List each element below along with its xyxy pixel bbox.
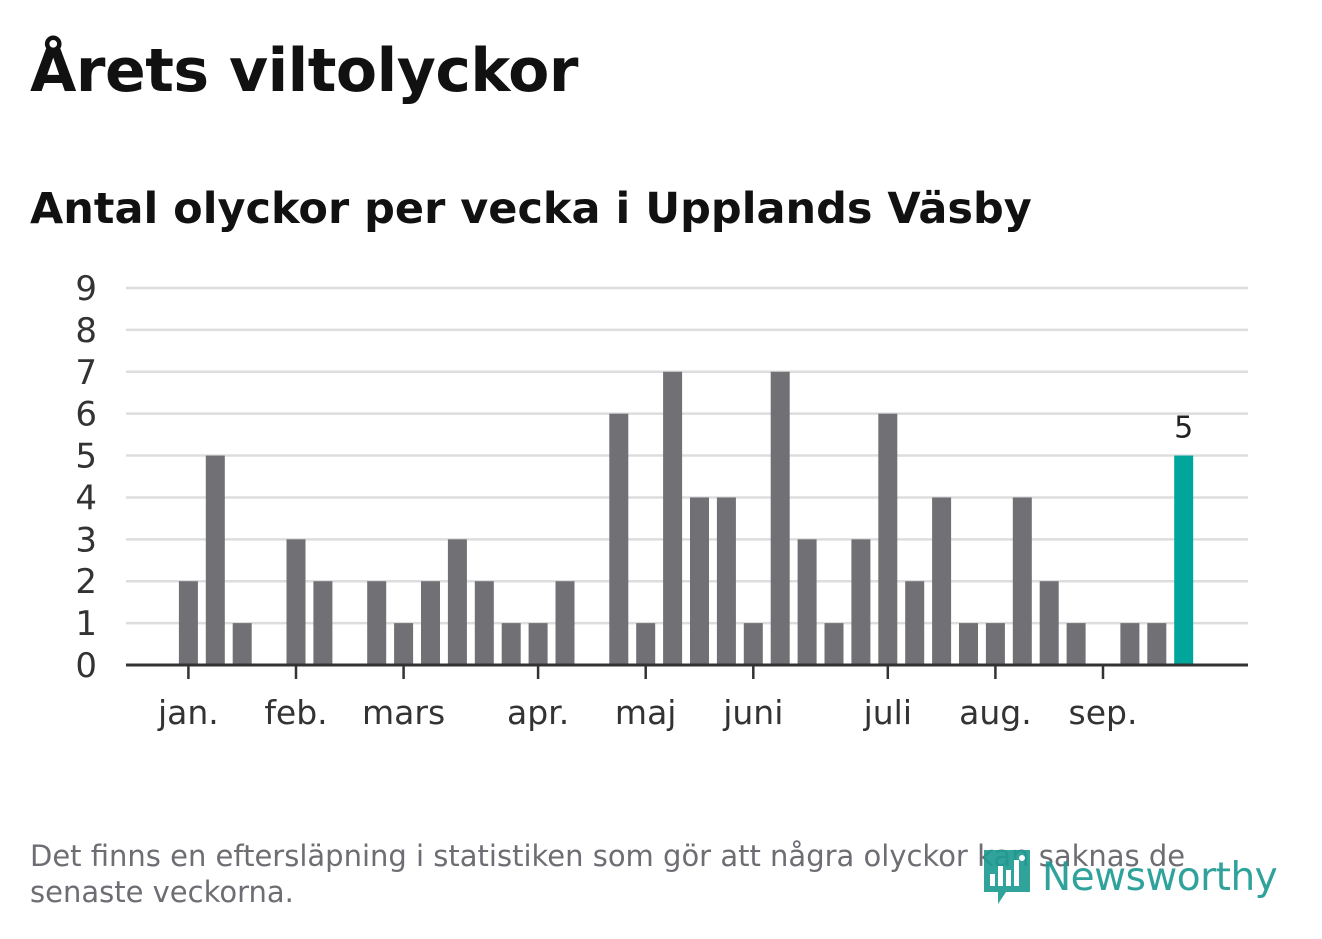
y-tick-label: 6: [75, 395, 97, 435]
y-tick-label: 0: [75, 646, 97, 686]
bar-v25: [797, 539, 817, 665]
y-tick-label: 7: [75, 353, 97, 393]
bar-v18: [609, 413, 629, 665]
bar-v6: [286, 539, 306, 665]
bar-v35: [1066, 623, 1086, 665]
bar-v14: [501, 623, 521, 665]
bar-highlight: [1174, 455, 1194, 665]
bars: [178, 371, 1194, 665]
bar-v22: [716, 497, 736, 665]
bar-v33: [1012, 497, 1032, 665]
y-tick-label: 5: [75, 437, 97, 477]
logo-text: Newsworthy: [1042, 854, 1278, 900]
x-tick-label: juni: [722, 693, 783, 732]
x-tick-label: jan.: [157, 693, 219, 732]
bar-v13: [474, 581, 494, 665]
bar-v16: [555, 581, 575, 665]
y-tick-label: 4: [75, 478, 97, 518]
bar-v29: [905, 581, 925, 665]
bar-v12: [447, 539, 467, 665]
bar-v20: [663, 371, 683, 665]
bar-v26: [824, 623, 844, 665]
newsworthy-logo: Newsworthy: [980, 846, 1278, 908]
x-tick-label: mars: [362, 693, 445, 732]
y-tick-label: 9: [75, 269, 97, 309]
bar-v15: [528, 623, 548, 665]
bar-v38: [1147, 623, 1167, 665]
gridlines: [126, 286, 1248, 625]
highlight-value-label: 5: [1174, 411, 1193, 446]
bar-v4: [232, 623, 252, 665]
bar-v28: [878, 413, 898, 665]
bar-v9: [367, 581, 387, 665]
chart-title: Årets viltolyckor: [30, 36, 579, 106]
y-tick-label: 8: [75, 311, 97, 351]
bar-v31: [959, 623, 978, 665]
x-axis-ticks: jan. feb. mars apr. maj juni juli aug. sep.: [157, 665, 1137, 732]
bar-v23: [743, 623, 763, 665]
x-tick-label: maj: [615, 693, 677, 732]
bar-v30: [932, 497, 952, 665]
data-labels: 5: [1174, 411, 1193, 446]
bar-v19: [636, 623, 656, 665]
bar-v3: [205, 455, 225, 665]
chart-subtitle: Antal olyckor per vecka i Upplands Väsby: [30, 184, 1032, 234]
y-tick-label: 1: [75, 604, 97, 644]
bar-v7: [313, 581, 333, 665]
x-tick-label: aug.: [959, 693, 1032, 732]
newsworthy-logo-icon: [984, 850, 1030, 904]
x-tick-label: sep.: [1069, 693, 1138, 732]
bar-v27: [851, 539, 871, 665]
bar-v10: [394, 623, 414, 665]
x-tick-label: apr.: [507, 693, 569, 732]
bar-v2: [178, 581, 198, 665]
bar-v11: [421, 581, 440, 665]
x-tick-label: juli: [863, 693, 912, 732]
bar-v32: [985, 623, 1005, 665]
bar-v37: [1120, 623, 1140, 665]
y-tick-label: 3: [75, 520, 97, 560]
bar-v24: [770, 371, 790, 665]
bar-v21: [690, 497, 709, 665]
x-tick-label: feb.: [264, 693, 327, 732]
bar-v34: [1039, 581, 1059, 665]
y-tick-label: 2: [75, 562, 97, 602]
